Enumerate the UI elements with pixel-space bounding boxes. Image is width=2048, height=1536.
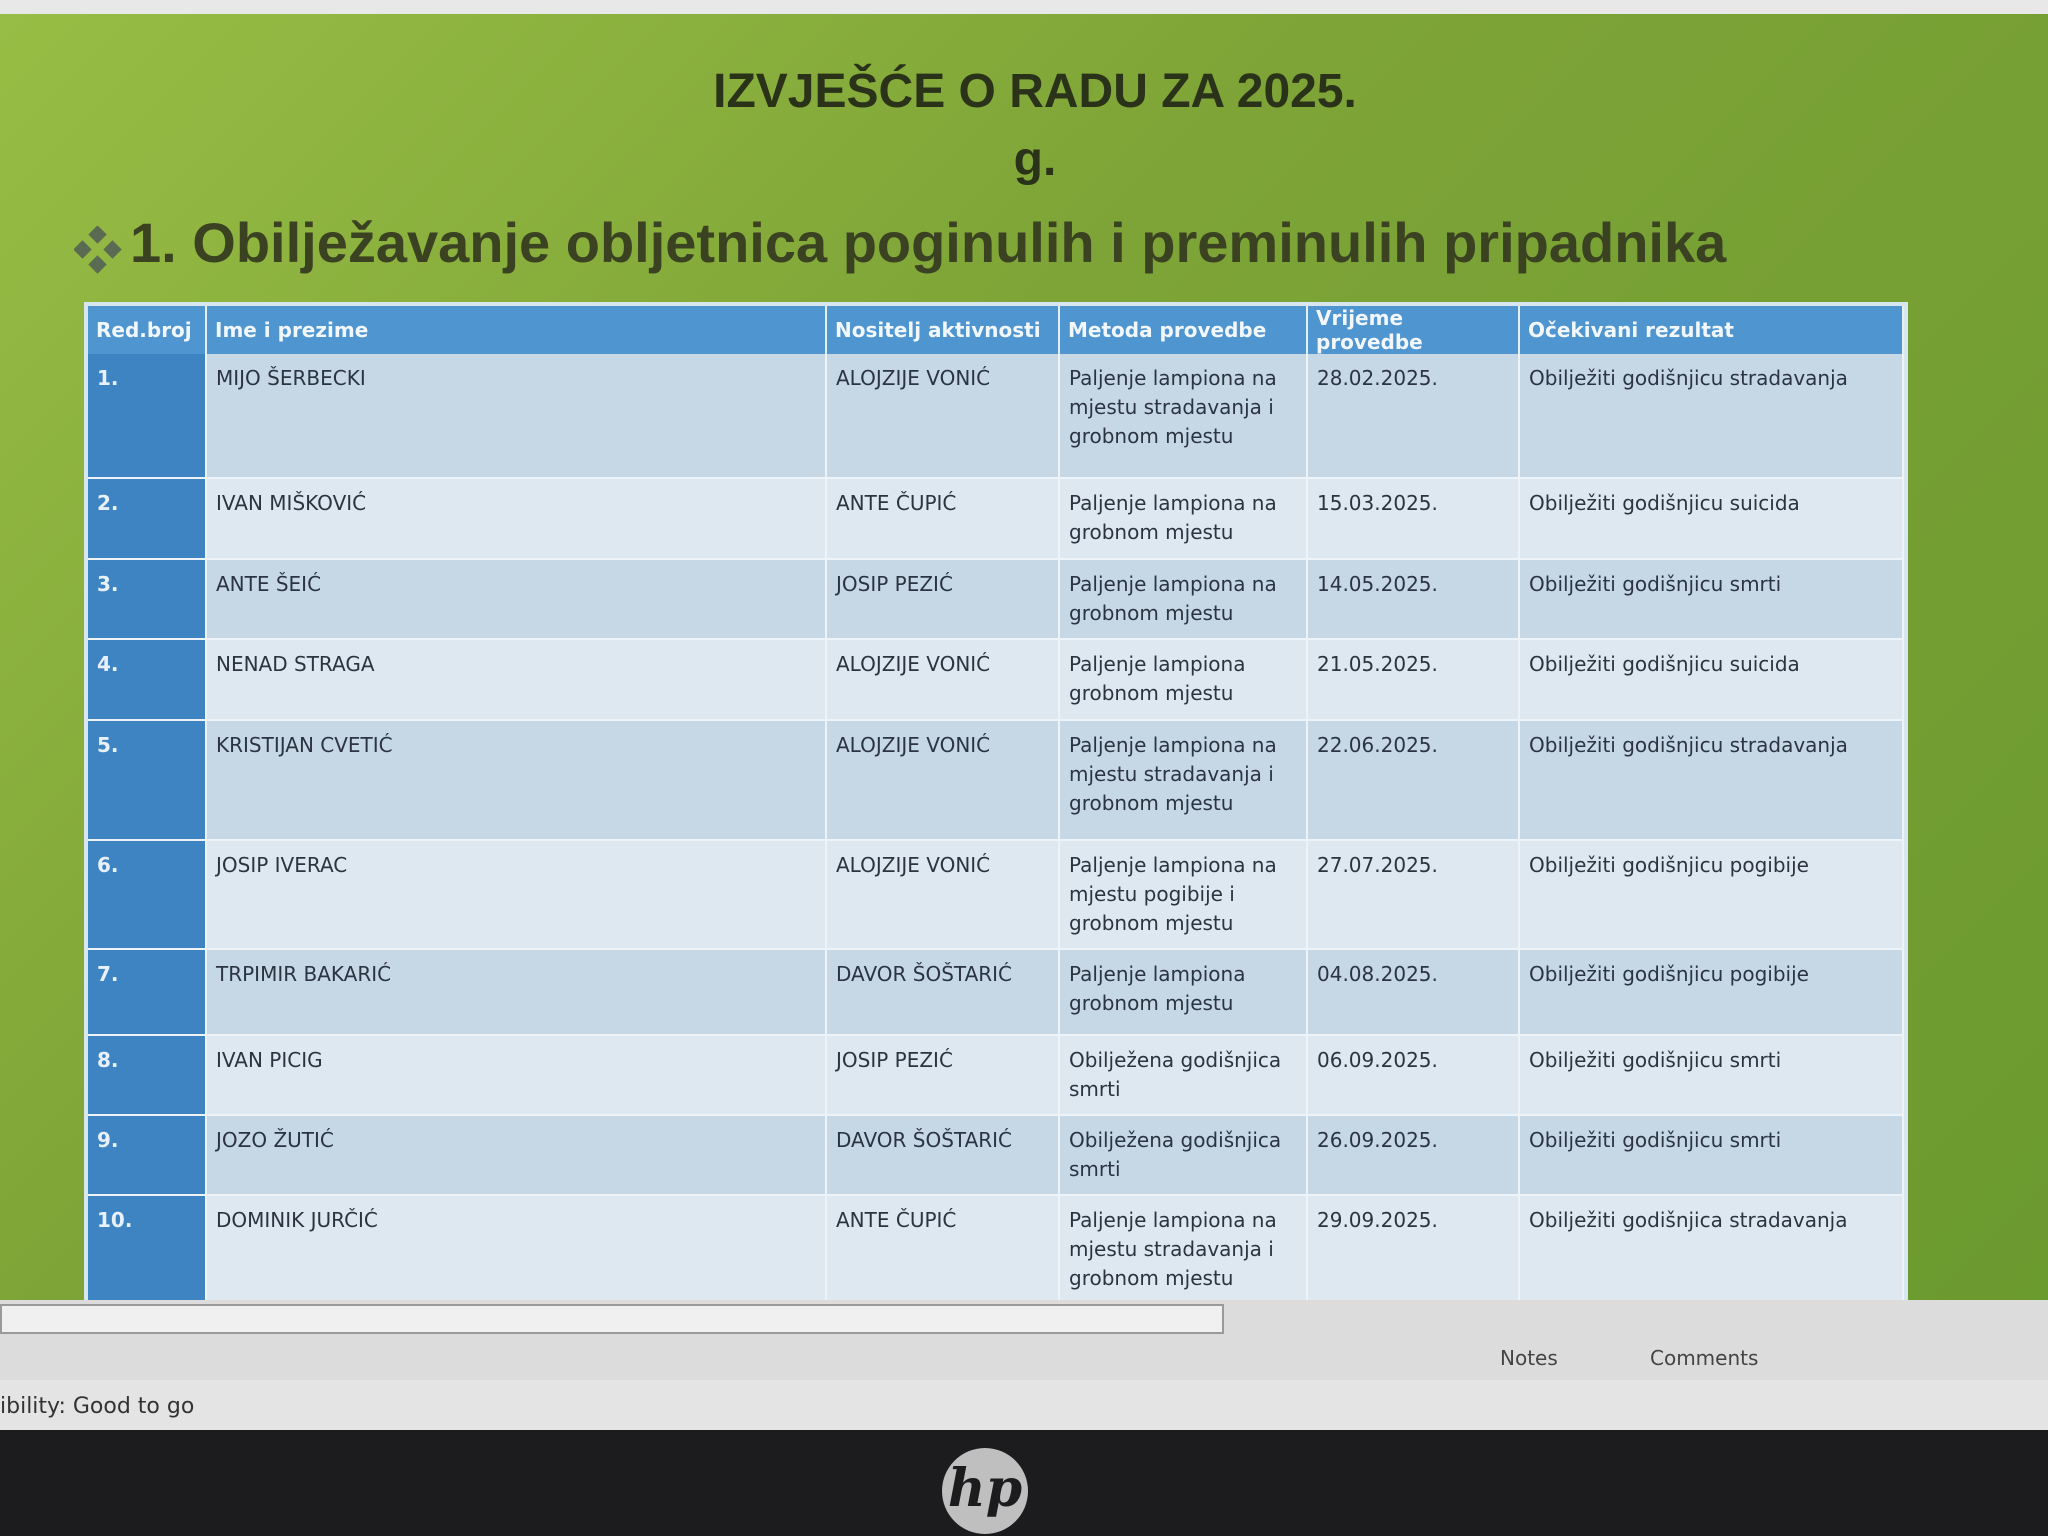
table-row: 1. MIJO ŠERBECKI ALOJZIJE VONIĆ Paljenje la…: [88, 354, 1904, 479]
table-row: 9. JOZO ŽUTIĆ DAVOR ŠOŠTARIĆ Obilježena god…: [88, 1115, 1904, 1196]
column-header: Metoda provedbe: [1059, 306, 1308, 354]
slide-heading: 1. Obilježavanje obljetnica poginulih i …: [130, 211, 1727, 274]
table-cell: 21.05.2025.: [1307, 639, 1520, 721]
table-cell: ALOJZIJE VONIĆ: [826, 720, 1060, 841]
table-cell: 06.09.2025.: [1307, 1035, 1520, 1116]
table-cell: ALOJZIJE VONIĆ: [826, 840, 1060, 950]
table-cell: 14.05.2025.: [1307, 559, 1520, 640]
table-cell: JOSIP PEZIĆ: [826, 559, 1060, 640]
laptop-logo: hp: [942, 1448, 1028, 1534]
table-cell: KRISTIJAN CVETIĆ: [206, 720, 827, 841]
table-cell: Obilježiti godišnjicu pogibije: [1519, 840, 1904, 950]
table-cell: Paljenje lampiona na mjestu stradavanja …: [1059, 354, 1308, 479]
column-header: Vrijeme provedbe: [1307, 306, 1520, 354]
table-cell: ANTE ČUPIĆ: [826, 478, 1060, 560]
table-cell: Obilježiti godišnjicu smrti: [1519, 1115, 1904, 1196]
bullet-icon: [74, 226, 122, 274]
table-cell: NENAD STRAGA: [206, 639, 827, 721]
table-cell: Obilježiti godišnjicu smrti: [1519, 559, 1904, 640]
row-number: 1.: [88, 354, 207, 479]
table-cell: Obilježiti godišnjicu pogibije: [1519, 949, 1904, 1036]
row-number: 7.: [88, 949, 207, 1036]
table-cell: ALOJZIJE VONIĆ: [826, 354, 1060, 479]
window-edge: [0, 0, 2048, 14]
row-number: 9.: [88, 1115, 207, 1196]
slide-title-cont: g.: [1013, 133, 1057, 186]
horizontal-scrollbar[interactable]: [0, 1304, 1224, 1334]
table-cell: MIJO ŠERBECKI: [206, 354, 827, 479]
table-cell: JOSIP PEZIĆ: [826, 1035, 1060, 1116]
table-row: 5. KRISTIJAN CVETIĆ ALOJZIJE VONIĆ Paljenje…: [88, 720, 1904, 841]
table-cell: 27.07.2025.: [1307, 840, 1520, 950]
table-cell: Obilježiti godišnjica stradavanja: [1519, 1195, 1904, 1320]
notes-button[interactable]: Notes: [1500, 1346, 1558, 1370]
slide-title: IZVJEŠĆE O RADU ZA 2025.: [713, 65, 1357, 118]
table-cell: JOSIP IVERAC: [206, 840, 827, 950]
table-cell: DOMINIK JURČIĆ: [206, 1195, 827, 1320]
table-row: 6. JOSIP IVERAC ALOJZIJE VONIĆ Paljenje lam…: [88, 840, 1904, 950]
table-cell: 26.09.2025.: [1307, 1115, 1520, 1196]
table-cell: Obilježiti godišnjicu suicida: [1519, 639, 1904, 721]
table-row: 8. IVAN PICIG JOSIP PEZIĆ Obilježena godišn…: [88, 1035, 1904, 1116]
row-number: 10.: [88, 1195, 207, 1320]
table-cell: Obilježiti godišnjicu stradavanja: [1519, 354, 1904, 479]
column-header: Red.broj: [88, 306, 207, 354]
table-cell: Paljenje lampiona grobnom mjestu: [1059, 949, 1308, 1036]
row-number: 6.: [88, 840, 207, 950]
table-cell: JOZO ŽUTIĆ: [206, 1115, 827, 1196]
table-cell: DAVOR ŠOŠTARIĆ: [826, 949, 1060, 1036]
table-row: 2. IVAN MIŠKOVIĆ ANTE ČUPIĆ Paljenje lampio…: [88, 478, 1904, 560]
comments-button[interactable]: Comments: [1650, 1346, 1759, 1370]
row-number: 8.: [88, 1035, 207, 1116]
row-number: 2.: [88, 478, 207, 560]
table-cell: 29.09.2025.: [1307, 1195, 1520, 1320]
table-cell: Paljenje lampiona na mjestu stradavanja …: [1059, 720, 1308, 841]
accessibility-status[interactable]: ibility: Good to go: [0, 1394, 195, 1419]
table-row: 7. TRPIMIR BAKARIĆ DAVOR ŠOŠTARIĆ Paljenje …: [88, 949, 1904, 1036]
table-cell: TRPIMIR BAKARIĆ: [206, 949, 827, 1036]
table-row: 4. NENAD STRAGA ALOJZIJE VONIĆ Paljenje lam…: [88, 639, 1904, 721]
table-cell: ANTE ŠEIĆ: [206, 559, 827, 640]
table-cell: ALOJZIJE VONIĆ: [826, 639, 1060, 721]
column-header: Ime i prezime: [206, 306, 827, 354]
data-table: Red.broj Ime i prezime Nositelj aktivnosti…: [88, 306, 1904, 1320]
row-number: 3.: [88, 559, 207, 640]
row-number: 5.: [88, 720, 207, 841]
row-number: 4.: [88, 639, 207, 721]
table-cell: Paljenje lampiona na mjestu stradavanja …: [1059, 1195, 1308, 1320]
status-bar: [0, 1380, 2048, 1430]
table-cell: 28.02.2025.: [1307, 354, 1520, 479]
table-cell: DAVOR ŠOŠTARIĆ: [826, 1115, 1060, 1196]
table-cell: Paljenje lampiona na mjestu pogibije i g…: [1059, 840, 1308, 950]
header-row: Red.broj Ime i prezime Nositelj aktivnosti…: [88, 306, 1904, 354]
table-cell: IVAN PICIG: [206, 1035, 827, 1116]
table-cell: 04.08.2025.: [1307, 949, 1520, 1036]
table-row: 10. DOMINIK JURČIĆ ANTE ČUPIĆ Paljenje lamp…: [88, 1195, 1904, 1320]
table-cell: Obilježiti godišnjicu suicida: [1519, 478, 1904, 560]
table-cell: Paljenje lampiona na grobnom mjestu: [1059, 478, 1308, 560]
column-header: Očekivani rezultat: [1519, 306, 1904, 354]
table-cell: Obilježiti godišnjicu smrti: [1519, 1035, 1904, 1116]
table-cell: Paljenje lampiona grobnom mjestu: [1059, 639, 1308, 721]
table-cell: 22.06.2025.: [1307, 720, 1520, 841]
table-cell: Obilježiti godišnjicu stradavanja: [1519, 720, 1904, 841]
table-cell: ANTE ČUPIĆ: [826, 1195, 1060, 1320]
table-cell: Paljenje lampiona na grobnom mjestu: [1059, 559, 1308, 640]
table-cell: Obilježena godišnjica smrti: [1059, 1035, 1308, 1116]
table-cell: 15.03.2025.: [1307, 478, 1520, 560]
table-row: 3. ANTE ŠEIĆ JOSIP PEZIĆ Paljenje lampiona …: [88, 559, 1904, 640]
table-cell: Obilježena godišnjica smrti: [1059, 1115, 1308, 1196]
table-cell: IVAN MIŠKOVIĆ: [206, 478, 827, 560]
column-header: Nositelj aktivnosti: [826, 306, 1060, 354]
